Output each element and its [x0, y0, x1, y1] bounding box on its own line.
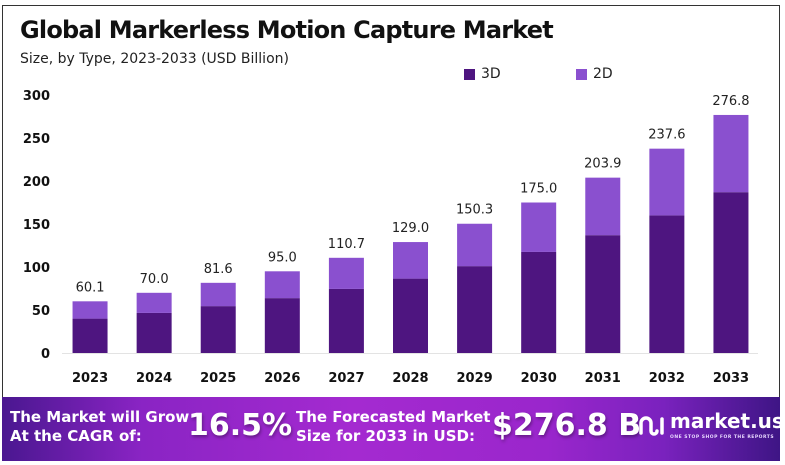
logo-tagline: ONE STOP SHOP FOR THE REPORTS [670, 435, 775, 440]
y-tick-label: 100 [23, 261, 50, 276]
bar-chart: 0 50 100 150 200 250 300 60.1 2023 70.0 2024 81.6 20… [23, 89, 758, 386]
bar-3d-2032 [649, 215, 685, 353]
bar-2d-2024 [136, 292, 172, 313]
bar-3d-2029 [457, 266, 493, 353]
forecast-label-line1: The Forecasted Market [296, 408, 491, 426]
cagr-label-line2: At the CAGR of: [10, 427, 142, 445]
bar-3d-2033 [713, 192, 749, 353]
total-data-label: 237.6 [648, 128, 685, 143]
total-data-label: 81.6 [204, 262, 233, 277]
chart-title: Global Markerless Motion Capture Market [20, 16, 554, 44]
summary-banner: The Market will Grow At the CAGR of: 16.… [2, 397, 784, 461]
legend-swatch-2d [576, 68, 587, 80]
bar-3d-2026 [264, 298, 300, 353]
bar-3d-2031 [585, 235, 621, 353]
legend-label-2d: 2D [593, 66, 613, 82]
bar-2d-2029 [457, 223, 493, 267]
x-tick-label: 2023 [72, 371, 108, 386]
total-data-label: 70.0 [140, 272, 169, 287]
cagr-label: The Market will Grow At the CAGR of: [10, 408, 189, 446]
total-data-label: 203.9 [584, 157, 621, 172]
cagr-label-line1: The Market will Grow [10, 408, 190, 426]
legend-item-3d: 3D [464, 66, 501, 82]
bar-3d-2025 [200, 306, 236, 353]
bar-3d-2024 [136, 312, 172, 353]
bar-3d-2023 [72, 318, 108, 353]
x-tick-label: 2028 [392, 371, 428, 386]
forecast-label-line2: Size for 2033 in USD: [296, 427, 475, 445]
x-tick-label: 2029 [456, 371, 492, 386]
bar-2d-2030 [521, 202, 557, 252]
x-tick-label: 2027 [328, 371, 364, 386]
bar-2d-2028 [393, 242, 428, 279]
logo-name: market.us [670, 409, 784, 433]
cagr-value: 16.5% [188, 408, 293, 443]
total-data-label: 95.0 [268, 250, 297, 265]
total-data-label: 150.3 [456, 203, 493, 218]
legend-label-3d: 3D [481, 66, 501, 82]
total-data-label: 60.1 [76, 280, 105, 295]
y-tick-label: 200 [23, 175, 50, 190]
y-tick-label: 250 [23, 132, 50, 147]
chart-subtitle: Size, by Type, 2023-2033 (USD Billion) [20, 51, 289, 67]
x-tick-label: 2025 [200, 371, 236, 386]
bar-3d-2027 [328, 288, 364, 353]
total-data-label: 175.0 [520, 182, 557, 197]
bar-2d-2033 [713, 114, 749, 193]
y-tick-label: 300 [23, 89, 50, 104]
y-tick-label: 0 [41, 347, 50, 362]
forecast-label: The Forecasted Market Size for 2033 in U… [296, 408, 490, 446]
legend-item-2d: 2D [576, 66, 613, 82]
bar-2d-2027 [328, 257, 364, 289]
total-data-label: 276.8 [712, 94, 749, 109]
market-us-logo-icon [633, 416, 664, 436]
bar-2d-2025 [200, 282, 236, 307]
x-tick-label: 2032 [649, 371, 685, 386]
x-tick-label: 2031 [585, 371, 621, 386]
bar-3d-2030 [521, 251, 557, 353]
bar-3d-2028 [393, 278, 428, 353]
bar-2d-2023 [72, 301, 108, 319]
legend-swatch-3d [464, 68, 475, 80]
bar-2d-2031 [585, 177, 621, 236]
forecast-value: $276.8 B [492, 408, 642, 443]
x-tick-label: 2030 [521, 371, 557, 386]
total-data-label: 110.7 [328, 237, 365, 252]
total-data-label: 129.0 [392, 221, 429, 236]
y-tick-label: 150 [23, 218, 50, 233]
y-tick-label: 50 [32, 304, 50, 319]
x-tick-label: 2033 [713, 371, 749, 386]
x-tick-label: 2024 [136, 371, 172, 386]
x-tick-label: 2026 [264, 371, 300, 386]
bar-2d-2032 [649, 148, 685, 216]
bar-2d-2026 [264, 271, 300, 299]
